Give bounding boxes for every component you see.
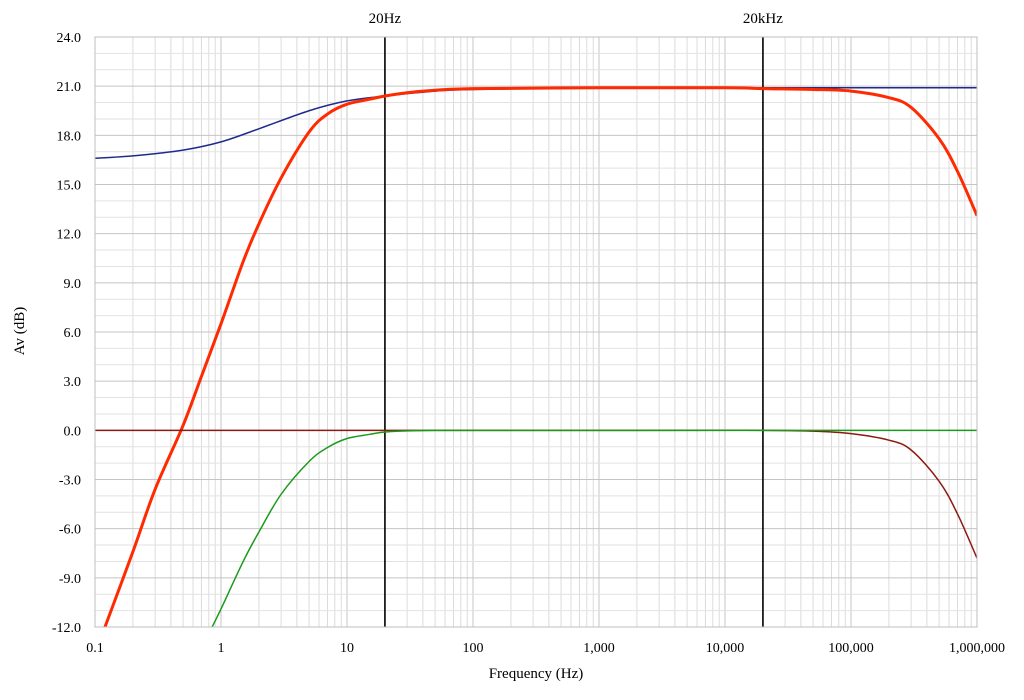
series-line-2	[103, 86, 977, 627]
frequency-markers: 20Hz 20kHz	[369, 11, 783, 627]
x-tick-label: 0.1	[86, 641, 104, 656]
y-tick-label: 15.0	[57, 179, 82, 194]
y-tick-label: 9.0	[64, 277, 82, 292]
y-tick-label: 0.0	[64, 424, 82, 439]
y-tick-label: 21.0	[57, 80, 82, 95]
y-tick-label: 3.0	[64, 375, 82, 390]
y-tick-label: -9.0	[59, 572, 81, 587]
y-tick-label: -6.0	[59, 523, 81, 538]
marker-label: 20Hz	[369, 11, 402, 27]
y-tick-label: 12.0	[57, 228, 82, 243]
y-tick-label: 6.0	[64, 326, 82, 341]
x-tick-label: 1,000	[583, 641, 615, 656]
x-tick-labels: 0.1 1 10 100 1,000 10,000 100,000 1,000,000	[86, 641, 1005, 656]
x-tick-label: 10	[340, 641, 354, 656]
x-axis-title: Frequency (Hz)	[489, 666, 584, 682]
series-line-3	[95, 429, 977, 559]
y-tick-label: 24.0	[57, 31, 82, 46]
series-lines	[95, 86, 977, 627]
marker-label: 20kHz	[743, 11, 783, 27]
series-line-1	[95, 86, 977, 160]
x-tick-label: 100,000	[828, 641, 874, 656]
y-axis-title: Av (dB)	[12, 307, 28, 355]
y-tick-labels: 24.0 21.0 18.0 15.0 12.0 9.0 6.0 3.0 0.0 -3.0 -6.0…	[52, 31, 81, 636]
x-tick-label: 100	[463, 641, 484, 656]
x-tick-label: 1	[218, 641, 225, 656]
x-tick-label: 1,000,000	[949, 641, 1005, 656]
series-line-4	[211, 429, 977, 627]
y-tick-label: -3.0	[59, 474, 81, 489]
y-tick-label: -12.0	[52, 621, 81, 636]
plot-frame	[94, 36, 978, 628]
y-tick-label: 18.0	[57, 129, 82, 144]
grid	[95, 36, 977, 628]
x-tick-label: 10,000	[706, 641, 745, 656]
